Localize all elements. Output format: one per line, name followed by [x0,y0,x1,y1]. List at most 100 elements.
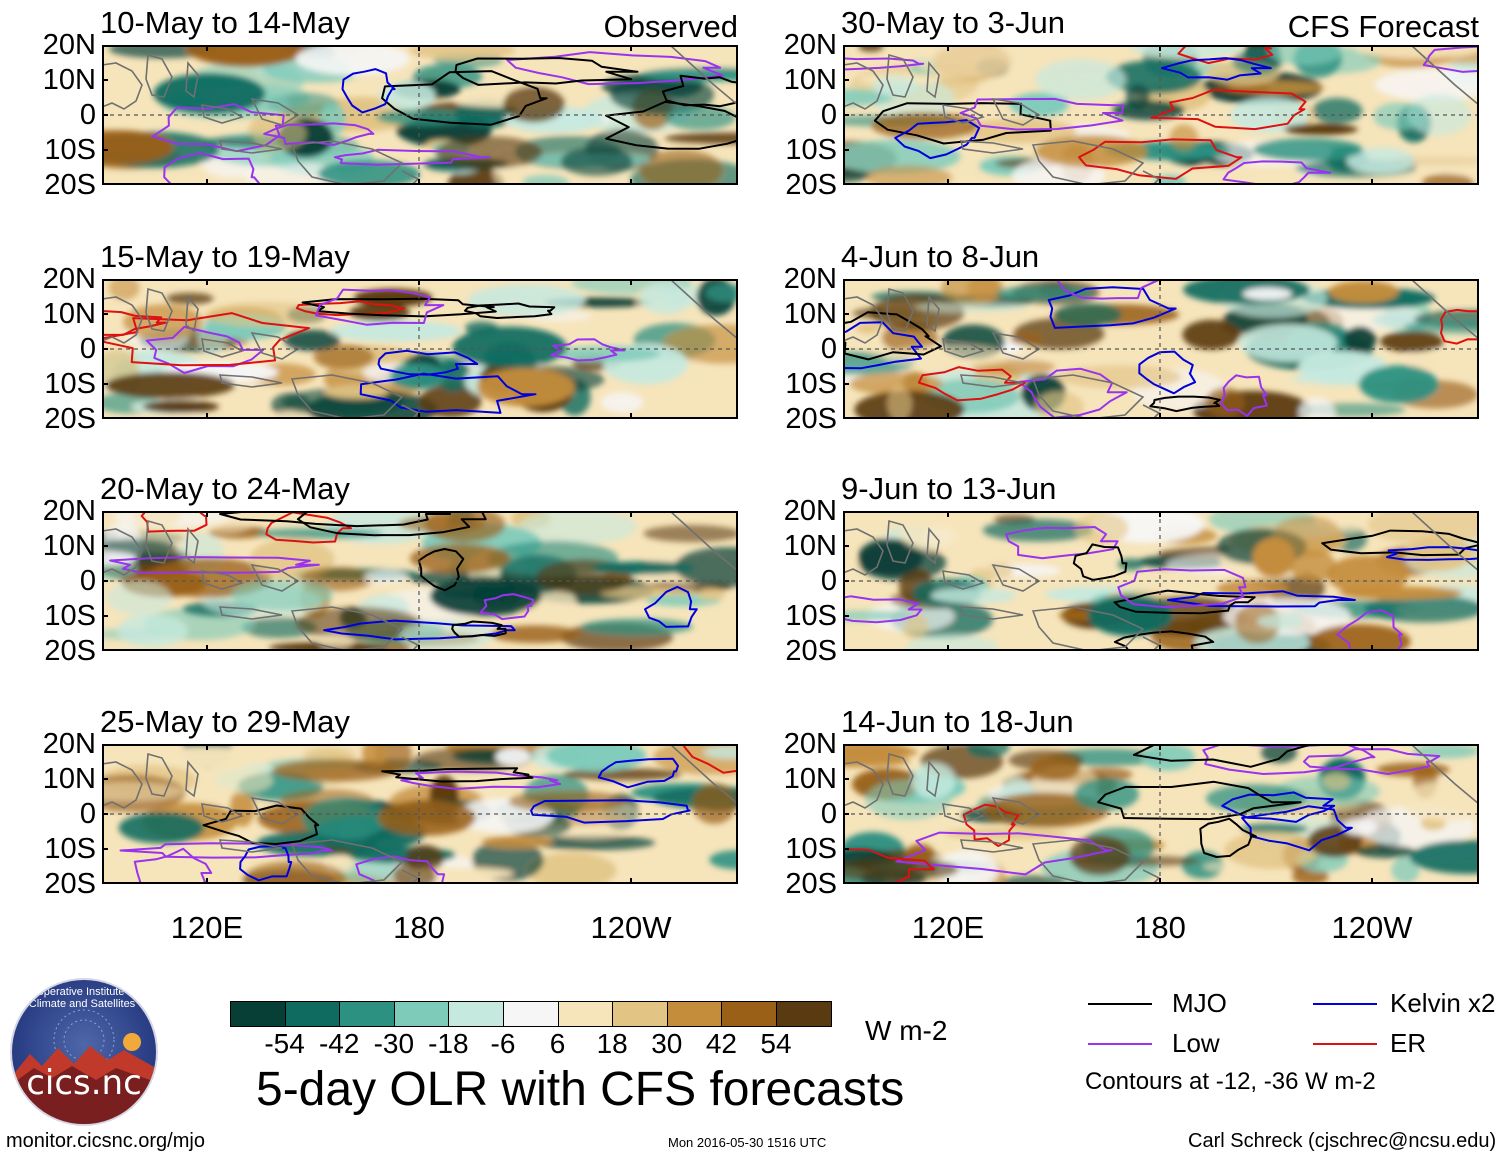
lat-label: 10S [785,368,837,400]
coastline [843,296,884,344]
mjo-contour [1199,817,1257,858]
mjo-contour [873,102,1052,145]
olr-anomaly-blob [1422,173,1474,185]
panel-title-7: 9-Jun to 13-Jun [841,471,1057,506]
er-contour [102,312,310,367]
olr-anomaly-blob [664,132,738,144]
coastline [250,563,300,592]
mjo-contour [661,74,738,108]
olr-anomaly-blob [967,279,1000,303]
lat-label: 20N [42,728,96,760]
olr-anomaly-blob [519,511,637,545]
mjo-contour [1321,529,1479,557]
olr-anomaly-blob [562,768,682,781]
olr-anomaly-blob [102,550,136,567]
olr-map-panel [102,744,738,884]
kelvin-contour [1167,590,1356,608]
low-contour [1220,374,1268,417]
coastline [669,279,738,340]
olr-anomaly-blob [1373,102,1425,130]
kelvin-contour [894,119,981,160]
olr-anomaly-blob [1407,93,1472,136]
olr-anomaly-blob [966,744,1010,758]
panel-title-3: 20-May to 24-May [100,471,350,506]
olr-map-svg [843,45,1479,185]
olr-anomaly-blob [1342,819,1378,836]
coastline [959,374,1024,388]
coastline [1031,140,1145,185]
olr-anomaly-blob [1271,515,1343,558]
olr-map-panel [843,744,1479,884]
colorbar-swatch [339,1001,395,1027]
coastline [942,803,986,823]
olr-anomaly-blob [692,783,737,824]
colorbar-tick-label: 42 [705,1028,737,1059]
olr-anomaly-blob [916,45,1015,78]
coastline [290,606,404,651]
olr-anomaly-blob [640,282,692,315]
coastline [669,45,738,106]
mjo-contour [605,100,738,150]
coastline [886,752,914,797]
coastline [1410,279,1479,340]
coastline [1031,606,1145,651]
olr-anomaly-blob [1355,844,1415,859]
olr-anomaly-blob [408,45,515,60]
olr-anomaly-blob [153,73,266,115]
legend-line-low [1088,1043,1152,1045]
legend-line-mjo [1088,1003,1152,1005]
olr-anomaly-blob [526,852,617,884]
olr-anomaly-blob [1308,624,1411,651]
er-contour [265,511,353,544]
lat-label: 0 [79,99,96,131]
olr-map-svg [102,45,738,185]
olr-anomaly-blob [1404,536,1473,572]
panel-title-4: 25-May to 29-May [100,704,350,739]
olr-anomaly-blob [1413,142,1479,176]
low-contour [145,325,265,374]
olr-anomaly-blob [1001,875,1066,884]
olr-anomaly-blob [865,165,952,185]
kelvin-contour [323,619,516,641]
coastline [843,62,884,110]
olr-anomaly-blob [1117,558,1144,571]
olr-map-panel [843,279,1479,419]
olr-anomaly-blob [363,570,408,584]
coastline [991,796,1041,825]
mjo-contour [417,548,465,592]
er-contour [1078,138,1243,180]
olr-anomaly-blob [325,385,388,399]
olr-anomaly-blob [911,763,956,800]
olr-anomaly-blob [1380,330,1444,353]
olr-anomaly-blob [1010,332,1044,345]
olr-map-panel [102,511,738,651]
colorbar-swatch [666,1001,723,1027]
er-contour [102,309,167,336]
olr-anomaly-blob [703,745,738,759]
olr-anomaly-blob [1283,123,1358,135]
lat-label: 20N [42,495,96,527]
olr-anomaly-blob [495,748,531,766]
lat-label: 10N [42,64,96,96]
lat-label: 10S [44,134,96,166]
lat-label: 20N [42,263,96,295]
coastline [886,287,914,332]
olr-anomaly-blob [435,136,543,169]
coastline [1031,839,1145,884]
olr-anomaly-blob [1239,324,1338,362]
olr-anomaly-blob [117,614,188,648]
coastline [201,570,245,590]
lat-label: 10N [42,763,96,795]
coastline [102,528,143,576]
low-contour [1336,609,1403,651]
er-contour [1150,88,1307,131]
olr-anomaly-blob [1298,397,1335,419]
olr-anomaly-blob [295,45,410,76]
olr-anomaly-blob [697,588,726,601]
olr-anomaly-blob [398,515,486,533]
low-contour [843,595,923,624]
legend-label-kelvin: Kelvin x2 [1390,988,1496,1018]
colorbar-swatch [721,1001,777,1027]
olr-anomaly-blob [313,344,374,370]
olr-anomaly-blob [903,613,929,641]
